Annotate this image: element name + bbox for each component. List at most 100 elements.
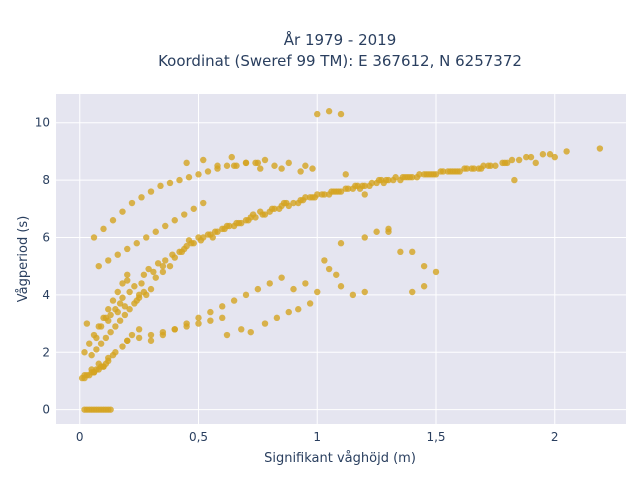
data-point — [420, 283, 428, 290]
data-point — [105, 317, 112, 324]
data-point — [116, 300, 124, 307]
data-point — [226, 222, 233, 230]
data-point — [249, 211, 257, 218]
data-point — [373, 228, 380, 235]
y-tick-label: 0 — [42, 403, 50, 417]
data-point — [254, 285, 262, 293]
x-tick-label: 1,5 — [426, 430, 445, 444]
data-point — [233, 162, 240, 169]
data-point — [171, 217, 178, 224]
data-point — [280, 199, 288, 207]
data-points — [78, 108, 604, 413]
data-point — [100, 225, 107, 233]
data-point — [409, 288, 416, 296]
data-point — [162, 222, 169, 230]
data-point — [211, 228, 219, 235]
data-point — [551, 153, 558, 161]
data-point — [302, 280, 309, 287]
data-point — [477, 165, 485, 172]
data-point — [135, 294, 143, 301]
data-point — [90, 234, 98, 241]
data-point — [171, 326, 178, 333]
data-point — [416, 171, 423, 178]
data-point — [119, 280, 126, 287]
data-point — [195, 314, 202, 322]
data-point — [204, 168, 212, 175]
chart-title-line-2: Koordinat (Sweref 99 TM): E 367612, N 62… — [158, 52, 522, 70]
data-point — [109, 351, 117, 359]
data-point — [349, 291, 357, 299]
data-point — [102, 334, 110, 342]
data-point — [454, 168, 461, 175]
data-point — [133, 240, 140, 247]
data-point — [392, 174, 399, 181]
x-tick-label: 2 — [551, 430, 559, 444]
data-point — [100, 314, 107, 322]
data-point — [97, 340, 105, 347]
data-point — [337, 240, 345, 247]
data-point — [425, 171, 433, 178]
data-point — [81, 349, 88, 356]
data-point — [492, 162, 499, 169]
data-point — [271, 162, 278, 169]
data-point — [152, 228, 159, 235]
data-point — [330, 188, 338, 195]
data-point — [135, 334, 143, 342]
data-point — [306, 300, 314, 307]
data-point — [257, 165, 264, 172]
data-point — [143, 234, 150, 241]
data-point — [204, 231, 212, 238]
data-point — [90, 331, 98, 339]
data-point — [278, 274, 285, 281]
data-point — [109, 297, 117, 304]
y-tick-label: 2 — [42, 345, 50, 359]
data-point — [147, 285, 155, 293]
data-point — [93, 346, 100, 353]
data-point — [321, 257, 328, 264]
data-point — [361, 288, 368, 296]
x-tick-label: 0,5 — [189, 430, 208, 444]
data-point — [302, 162, 309, 169]
data-point — [238, 326, 245, 333]
data-point — [278, 165, 285, 172]
data-point — [470, 165, 478, 172]
data-point — [135, 326, 143, 333]
data-point — [124, 271, 131, 278]
data-point — [401, 174, 409, 181]
data-point — [140, 271, 148, 278]
data-point — [112, 306, 119, 313]
data-point — [107, 328, 114, 336]
data-point — [93, 406, 100, 413]
data-point — [439, 168, 447, 175]
data-point — [361, 234, 368, 241]
data-point — [83, 320, 91, 327]
data-point — [325, 265, 333, 273]
x-tick-label: 0 — [76, 430, 84, 444]
data-point — [114, 251, 121, 258]
data-point — [532, 159, 539, 167]
data-point — [105, 306, 112, 313]
x-axis-title: Signifikant våghöjd (m) — [264, 451, 416, 466]
data-point — [157, 182, 164, 190]
data-point — [107, 406, 114, 413]
data-point — [105, 257, 112, 264]
data-point — [261, 156, 269, 164]
data-point — [342, 171, 349, 178]
data-point — [176, 176, 183, 184]
y-axis-title: Vågperiod (s) — [16, 216, 31, 303]
data-point — [511, 176, 518, 184]
data-point — [261, 320, 269, 327]
data-point — [295, 306, 302, 313]
data-point — [233, 219, 240, 227]
data-point — [195, 171, 202, 178]
data-point — [546, 151, 554, 158]
data-point — [266, 280, 273, 287]
data-point — [337, 110, 345, 118]
y-tick-label: 8 — [42, 173, 50, 187]
data-point — [181, 211, 188, 218]
data-point — [361, 191, 368, 198]
data-point — [105, 357, 112, 365]
data-point — [128, 199, 136, 207]
data-point — [178, 248, 186, 256]
data-point — [378, 176, 385, 184]
